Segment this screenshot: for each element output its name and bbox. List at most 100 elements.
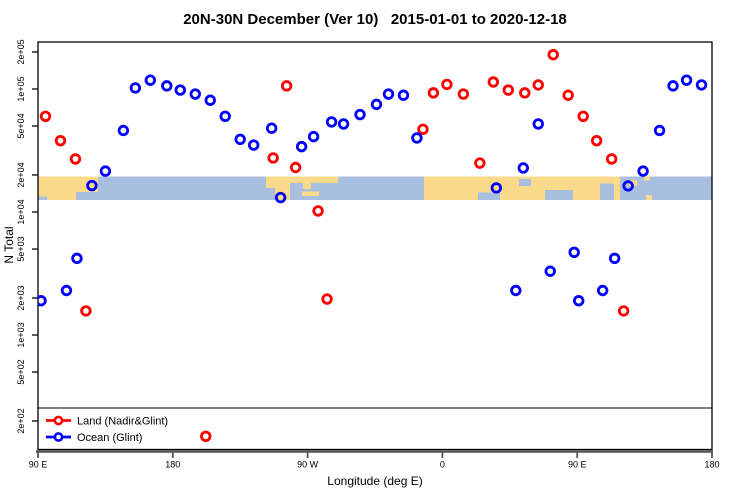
y-tick-label: 2e+04 [16,162,26,187]
y-axis: 2e+05 1e+05 5e+04 2e+04 1e+04 5e+03 2e+03 1e+03… [16,39,38,434]
data-point-ocean [117,124,130,137]
data-point-ocean [695,79,708,91]
y-tick-label: 5e+02 [16,359,26,384]
data-point-land [69,153,82,165]
data-point-land [590,134,603,147]
y-tick-label: 1e+03 [16,322,26,347]
data-point-land [487,76,500,88]
x-tick-label: 90 E [29,460,48,470]
y-axis-label: N Total [2,226,16,263]
data-point-ocean [99,165,112,177]
x-axis-label: Longitude (deg E) [327,474,422,488]
data-point-ocean [490,182,503,194]
data-point-land [54,134,67,147]
plot-box [37,41,713,451]
data-point-ocean [653,124,666,137]
legend-marker-circle [53,415,64,426]
map-ocean-patch [478,192,500,200]
x-tick-label: 180 [165,460,180,470]
legend-box [37,407,713,450]
data-point-ocean [510,284,522,297]
data-point-ocean [86,179,98,192]
chart-title: 20N-30N December (Ver 10) 2015-01-01 to … [183,11,567,28]
data-point-land [519,87,531,99]
data-point-ocean [532,118,544,130]
x-tick-label: 0 [440,460,445,470]
data-point-ocean [234,133,246,145]
data-point-land [441,78,453,91]
data-point-ocean [397,89,410,101]
map-ocean-patch [266,188,275,200]
data-point-land [312,205,324,217]
data-point-ocean [637,165,649,177]
data-point-ocean [247,139,260,151]
plot-area: 2e+05 1e+05 5e+04 2e+04 1e+04 5e+03 2e+03 1e+03… [16,39,720,469]
data-point-ocean [572,295,585,307]
data-point-land [80,305,92,317]
map-ocean-patch [545,190,573,200]
data-point-ocean [337,118,350,130]
data-point-ocean [680,74,693,86]
data-point-ocean [295,140,308,153]
data-point-land [502,84,515,96]
data-point-land [280,80,293,92]
map-land-segment [303,183,311,189]
data-point-ocean [354,108,366,121]
y-tick-label: 2e+05 [16,39,26,64]
data-point-ocean [517,162,529,174]
data-point-ocean [382,88,395,100]
data-point-land [321,293,333,305]
x-tick-label: 180 [704,460,719,470]
data-point-ocean [544,265,556,277]
data-point-land [605,153,618,165]
data-point-land [474,157,486,169]
data-point-land [457,88,470,100]
data-point-ocean [129,82,142,94]
data-points [38,49,708,443]
x-axis: 90 E 180 90 W 0 90 E 180 [29,450,720,470]
data-point-ocean [174,84,186,96]
legend [37,407,713,450]
data-point-ocean [219,110,231,122]
data-point-ocean [71,252,83,265]
data-point-ocean [568,246,580,259]
data-point-land [267,152,279,164]
data-point-ocean [411,132,423,144]
legend-label-land: Land (Nadir&Glint) [77,416,168,428]
y-tick-label: 5e+04 [16,113,26,138]
data-point-ocean [307,130,320,143]
data-point-land [39,110,52,122]
data-point-ocean [60,284,73,297]
map-ocean-patch [519,179,531,186]
data-point-ocean [622,180,634,192]
data-point-land [562,89,574,101]
world-map-band [38,176,712,200]
data-point-ocean [189,88,201,100]
map-ocean-patch [38,196,47,200]
data-point-ocean [608,252,621,265]
data-point-ocean [667,80,679,92]
legend-marker-circle [53,432,64,442]
data-point-land [200,430,212,443]
y-tick-label: 1e+05 [16,76,26,101]
y-tick-label: 2e+02 [16,408,26,433]
y-tick-label: 5e+03 [16,236,26,261]
data-point-ocean [144,74,157,86]
legend-label-ocean: Ocean (Glint) [77,432,142,444]
map-land-segment [289,176,338,183]
data-point-ocean [161,80,173,92]
map-land-segment [646,195,652,200]
data-point-ocean [370,98,383,111]
data-point-land [617,305,630,317]
data-point-land [417,123,429,136]
x-tick-label: 90 W [297,460,319,470]
data-point-ocean [38,295,47,307]
map-ocean-patch [600,183,614,200]
data-point-ocean [325,116,338,128]
map-ocean-patch [76,192,98,200]
y-tick-label: 1e+04 [16,199,26,224]
data-point-land [547,49,559,61]
data-point-land [532,79,544,91]
map-land-segment [278,193,287,200]
data-point-land [577,110,589,122]
